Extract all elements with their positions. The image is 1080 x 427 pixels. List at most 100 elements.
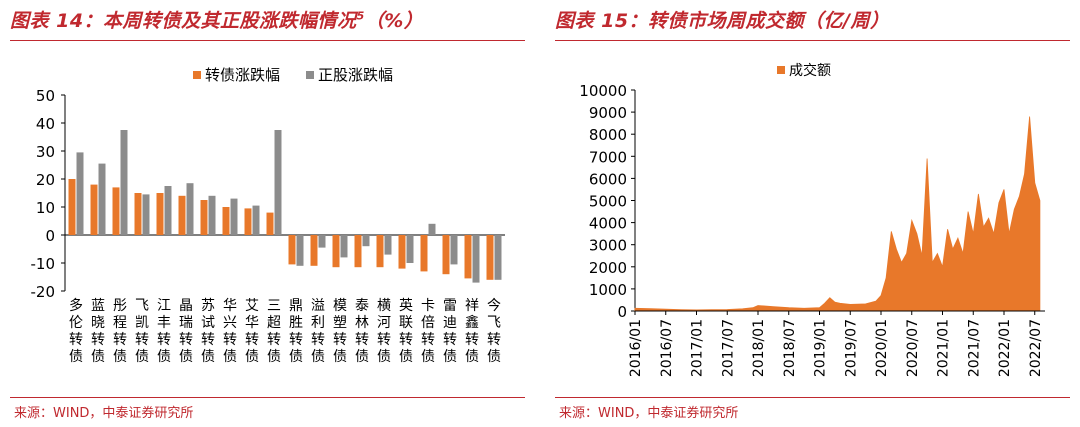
bar-stock bbox=[230, 198, 238, 235]
bar-bond bbox=[310, 235, 318, 266]
bar-stock bbox=[120, 130, 128, 235]
bar-bond bbox=[376, 235, 384, 268]
bar-stock bbox=[274, 130, 282, 235]
bar-stock bbox=[362, 235, 370, 247]
bar-bond bbox=[222, 207, 230, 235]
y-tick-label: 9000 bbox=[589, 104, 627, 122]
bar-bond bbox=[244, 208, 252, 235]
category-label: 模塑转债 bbox=[333, 298, 347, 365]
x-tick-label: 2017/01 bbox=[690, 319, 706, 377]
bar-stock bbox=[208, 195, 216, 235]
x-tick-label: 2017/07 bbox=[720, 319, 736, 377]
source-rule bbox=[10, 397, 525, 398]
x-tick-label: 2021/01 bbox=[936, 319, 952, 377]
chart-panel-left: 图表 14：本周转债及其正股涨跌幅情况5（%） -20 -10 0 10 20 30 40 5… bbox=[0, 0, 525, 427]
chart-title-left: 图表 14：本周转债及其正股涨跌幅情况5（%） bbox=[10, 9, 424, 32]
category-label: 英联转债 bbox=[399, 297, 413, 365]
bar-bond bbox=[486, 235, 494, 280]
category-label: 苏试转债 bbox=[201, 298, 215, 365]
x-tick-label: 2020/07 bbox=[905, 319, 921, 377]
legend-label: 成交额 bbox=[789, 62, 831, 79]
legend-swatch bbox=[306, 71, 314, 79]
bar-bond bbox=[90, 184, 98, 235]
y-tick-label: 4000 bbox=[589, 215, 627, 233]
y-tick-label: 30 bbox=[36, 143, 55, 161]
y-tick-label: 7000 bbox=[589, 148, 627, 166]
bar-bond bbox=[134, 193, 142, 235]
bar-stock bbox=[296, 235, 304, 266]
x-tick-label: 2019/07 bbox=[843, 319, 859, 377]
bar-stock bbox=[472, 235, 480, 283]
bar-chart: -20 -10 0 10 20 30 40 50 多伦转债蓝晓转债彤程转债飞凯转债江丰转债晶瑞转… bbox=[31, 66, 505, 365]
category-label: 三超转债 bbox=[267, 298, 281, 365]
category-label: 溢利转债 bbox=[311, 298, 325, 365]
bar-stock bbox=[98, 163, 106, 235]
legend-label: 转债涨跌幅 bbox=[205, 66, 280, 84]
legend-swatch bbox=[193, 71, 201, 79]
bar-stock bbox=[164, 186, 172, 235]
y-tick-label: 10 bbox=[36, 199, 55, 217]
category-label: 雷迪转债 bbox=[443, 298, 457, 365]
x-tick-label: 2021/07 bbox=[966, 319, 982, 377]
category-label: 彤程转债 bbox=[113, 298, 127, 365]
y-tick-label: 5000 bbox=[589, 193, 627, 211]
bar-bond bbox=[332, 235, 340, 268]
x-tick-label: 2018/07 bbox=[782, 319, 798, 377]
category-label: 祥鑫转债 bbox=[465, 298, 479, 365]
source-rule bbox=[555, 397, 1070, 398]
area-chart: 0 1000 2000 3000 4000 5000 6000 7000 8000 9000 100… bbox=[579, 62, 1045, 377]
y-tick-label: 50 bbox=[36, 87, 55, 105]
bar-stock bbox=[340, 235, 348, 258]
x-tick-label: 2020/01 bbox=[874, 319, 890, 377]
bar-bond bbox=[398, 235, 406, 269]
category-label: 江丰转债 bbox=[157, 298, 171, 365]
y-tick-label: 0 bbox=[617, 303, 627, 321]
bar-bond bbox=[464, 235, 472, 279]
chart-panel-right: 图表 15：转债市场周成交额（亿/周） 0 1000 2000 3000 4000 500… bbox=[545, 0, 1070, 427]
y-tick-label: 10000 bbox=[579, 82, 627, 100]
chart-title-right: 图表 15：转债市场周成交额（亿/周） bbox=[555, 10, 890, 32]
x-tick-label: 2016/01 bbox=[628, 319, 644, 377]
x-tick-label: 2022/01 bbox=[997, 319, 1013, 377]
bar-bond bbox=[420, 235, 428, 272]
x-tick-label: 2019/01 bbox=[813, 319, 829, 377]
y-tick-label: 8000 bbox=[589, 126, 627, 144]
x-tick-label: 2018/01 bbox=[751, 319, 767, 377]
y-tick-label: 40 bbox=[36, 115, 55, 133]
area-series-turnover bbox=[634, 116, 1041, 312]
y-tick-label: -10 bbox=[31, 255, 56, 273]
y-tick-label: 2000 bbox=[589, 259, 627, 277]
category-label: 蓝晓转债 bbox=[91, 298, 105, 365]
bar-bond bbox=[266, 212, 274, 235]
bar-stock bbox=[142, 194, 150, 235]
y-tick-label: 6000 bbox=[589, 170, 627, 188]
category-label: 多伦转债 bbox=[69, 297, 83, 365]
source-note-left: 来源：WIND，中泰证券研究所 bbox=[14, 406, 194, 421]
bar-stock bbox=[406, 235, 414, 263]
category-label: 鼎胜转债 bbox=[289, 298, 303, 365]
bar-stock bbox=[384, 235, 392, 255]
category-label: 飞凯转债 bbox=[135, 298, 149, 365]
y-tick-label: -20 bbox=[31, 283, 56, 301]
y-tick-label: 1000 bbox=[589, 281, 627, 299]
bar-stock bbox=[450, 235, 458, 265]
x-tick-label: 2022/07 bbox=[1028, 319, 1044, 377]
bar-bond bbox=[112, 187, 120, 235]
category-label: 卡倍转债 bbox=[421, 298, 435, 365]
title-rule bbox=[555, 40, 1070, 41]
bar-bond bbox=[178, 195, 186, 235]
x-tick-label: 2016/07 bbox=[659, 319, 675, 377]
category-label: 艾华转债 bbox=[245, 298, 259, 365]
y-tick-label: 0 bbox=[45, 227, 55, 245]
title-rule bbox=[10, 40, 525, 41]
category-label: 晶瑞转债 bbox=[179, 298, 193, 365]
category-label: 横河转债 bbox=[377, 298, 391, 365]
bar-bond bbox=[156, 193, 164, 235]
bar-stock bbox=[252, 205, 260, 235]
category-label: 今飞转债 bbox=[487, 298, 501, 365]
category-label: 华兴转债 bbox=[223, 298, 237, 365]
bar-stock bbox=[76, 152, 84, 235]
legend-label: 正股涨跌幅 bbox=[318, 66, 393, 84]
bar-stock bbox=[186, 183, 194, 235]
bar-stock bbox=[494, 235, 502, 280]
